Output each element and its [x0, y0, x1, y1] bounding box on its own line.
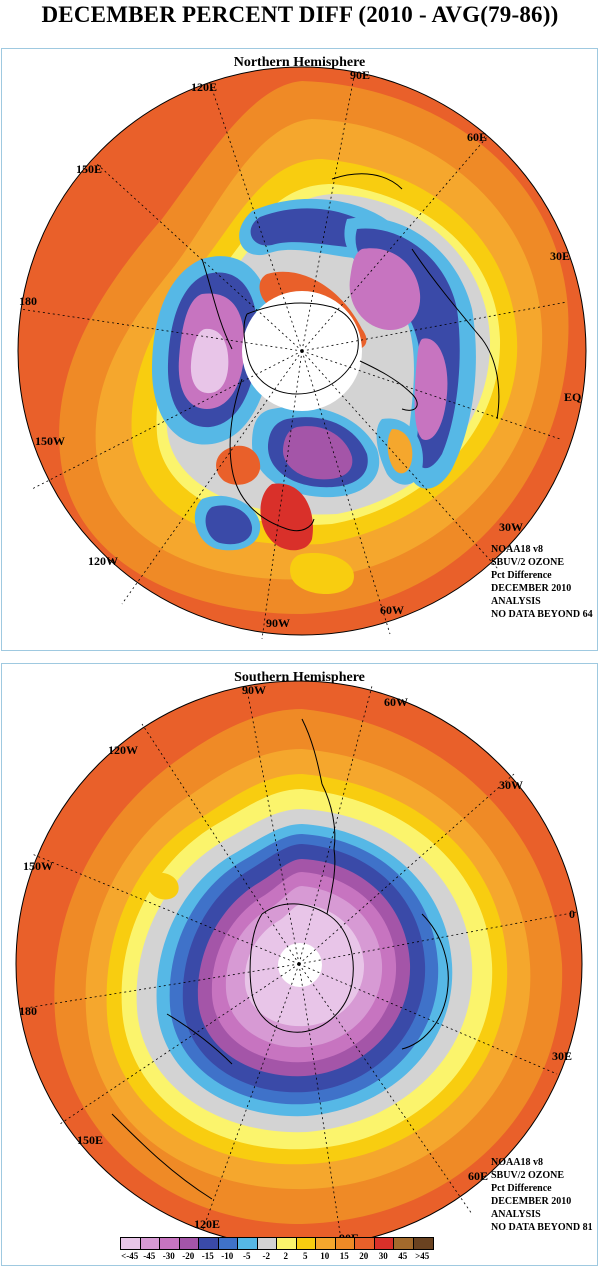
lon-label: 180	[19, 1004, 37, 1018]
legend-swatch	[257, 1238, 277, 1249]
info-line: NO DATA BEYOND 64	[491, 609, 593, 620]
legend-swatch	[238, 1238, 258, 1249]
legend-swatch	[140, 1238, 160, 1249]
legend-swatch	[394, 1238, 414, 1249]
lon-label: 30W	[499, 778, 523, 792]
legend-swatch	[199, 1238, 219, 1249]
map-band	[146, 872, 179, 900]
lon-label: 0	[569, 907, 575, 921]
lon-label: 150W	[35, 434, 65, 448]
legend-label: 5	[303, 1251, 308, 1261]
longitude-lines	[19, 70, 568, 640]
legend-label: -5	[243, 1251, 251, 1261]
legend-swatch	[355, 1238, 375, 1249]
legend-label: 10	[320, 1251, 330, 1261]
legend-label: -30	[162, 1251, 175, 1261]
legend-label: -20	[182, 1251, 195, 1261]
map-band	[290, 553, 354, 595]
info-line: Pct Difference	[491, 570, 552, 581]
lon-label: 60E	[467, 130, 487, 144]
info-line: ANALYSIS	[491, 596, 541, 607]
map-band	[216, 445, 261, 485]
legend-swatch	[121, 1238, 141, 1249]
info-line: NOAA18 v8	[491, 1157, 543, 1168]
legend-label: 30	[378, 1251, 388, 1261]
map-band	[387, 429, 413, 474]
longitude-labels: 90E 60E 30E EQ 30W 60W 90W 120W 150W 180…	[19, 68, 581, 630]
legend-swatches	[120, 1237, 434, 1250]
north-info-block: NOAA18 v8 SBUV/2 OZONE Pct Difference DE…	[491, 543, 593, 621]
info-line: ANALYSIS	[491, 1209, 541, 1220]
legend-label: <-45	[121, 1251, 139, 1261]
legend-swatch	[179, 1238, 199, 1249]
lon-label: 90W	[242, 683, 266, 697]
northern-hemisphere-title: Northern Hemisphere	[233, 55, 366, 70]
map-band	[190, 328, 229, 394]
info-line: SBUV/2 OZONE	[491, 1170, 565, 1181]
legend-swatch	[316, 1238, 336, 1249]
lon-label: 90W	[266, 616, 290, 630]
southern-hemisphere-panel: Southern Hemisphere	[1, 663, 598, 1266]
lon-label: 150E	[76, 162, 102, 176]
page-title: DECEMBER PERCENT DIFF (2010 - AVG(79-86)…	[41, 2, 559, 27]
legend-label: 20	[359, 1251, 369, 1261]
legend-label: -15	[201, 1251, 214, 1261]
map-boundary	[17, 66, 587, 636]
lon-label: 150E	[77, 1133, 103, 1147]
northern-hemisphere-panel: Northern Hemisphere	[1, 48, 598, 651]
legend-swatch	[374, 1238, 394, 1249]
map-band	[282, 426, 353, 480]
map-band	[349, 248, 421, 331]
map-band	[260, 483, 313, 551]
info-line: SBUV/2 OZONE	[491, 557, 565, 568]
legend-label: 45	[398, 1251, 408, 1261]
lon-label: 60E	[468, 1169, 488, 1183]
legend-swatch	[160, 1238, 180, 1249]
lon-label: 60W	[384, 695, 408, 709]
legend-swatch	[218, 1238, 238, 1249]
lon-label: EQ	[564, 390, 581, 404]
coastline-sketch	[201, 173, 500, 532]
legend-swatch	[413, 1238, 433, 1249]
longitude-labels: 90W 60W 30W 0 30E 60E 90E 120E 150E 180 …	[19, 683, 575, 1245]
coastline-sketch	[111, 718, 449, 1200]
info-line: NO DATA BEYOND 81	[491, 1222, 593, 1233]
lon-label: 120E	[194, 1217, 220, 1231]
map-band	[414, 338, 448, 440]
lon-label: 60W	[380, 603, 404, 617]
legend-labels: <-45 -45 -30 -20 -15 -10 -5 -2 2 5 10 15 20 30 45 >45	[120, 1250, 434, 1262]
lon-label: 150W	[23, 859, 53, 873]
lon-label: 90E	[350, 68, 370, 82]
legend-label: -2	[262, 1251, 271, 1261]
color-legend: <-45 -45 -30 -20 -15 -10 -5 -2 2 5 10 15 20 30 45 >45	[120, 1237, 434, 1262]
south-info-block: NOAA18 v8 SBUV/2 OZONE Pct Difference DE…	[491, 1156, 593, 1234]
legend-label: 15	[339, 1251, 349, 1261]
southern-hemisphere-title: Southern Hemisphere	[234, 670, 365, 685]
legend-label: -10	[221, 1251, 234, 1261]
legend-swatch	[335, 1238, 355, 1249]
lon-label: 30E	[552, 1049, 572, 1063]
info-line: Pct Difference	[491, 1183, 552, 1194]
lon-label: 120W	[88, 554, 118, 568]
info-line: DECEMBER 2010	[491, 1196, 572, 1207]
legend-label: -45	[143, 1251, 156, 1261]
map-band	[205, 505, 253, 545]
info-line: DECEMBER 2010	[491, 583, 572, 594]
legend-swatch	[296, 1238, 316, 1249]
lon-label: 120E	[191, 80, 217, 94]
legend-label: >45	[415, 1251, 430, 1261]
lon-label: 120W	[108, 743, 138, 757]
southern-hemisphere-map: 90W 60W 30W 0 30E 60E 90E 120E 150E 180 …	[15, 680, 583, 1248]
northern-hemisphere-map: 90E 60E 30E EQ 30W 60W 90W 120W 150W 180…	[17, 66, 587, 640]
lon-label: 30W	[499, 520, 523, 534]
lon-label: 30E	[550, 249, 570, 263]
legend-swatch	[277, 1238, 297, 1249]
lon-label: 180	[19, 294, 37, 308]
longitude-lines	[19, 683, 578, 1247]
info-line: NOAA18 v8	[491, 544, 543, 555]
legend-label: 2	[283, 1251, 289, 1261]
